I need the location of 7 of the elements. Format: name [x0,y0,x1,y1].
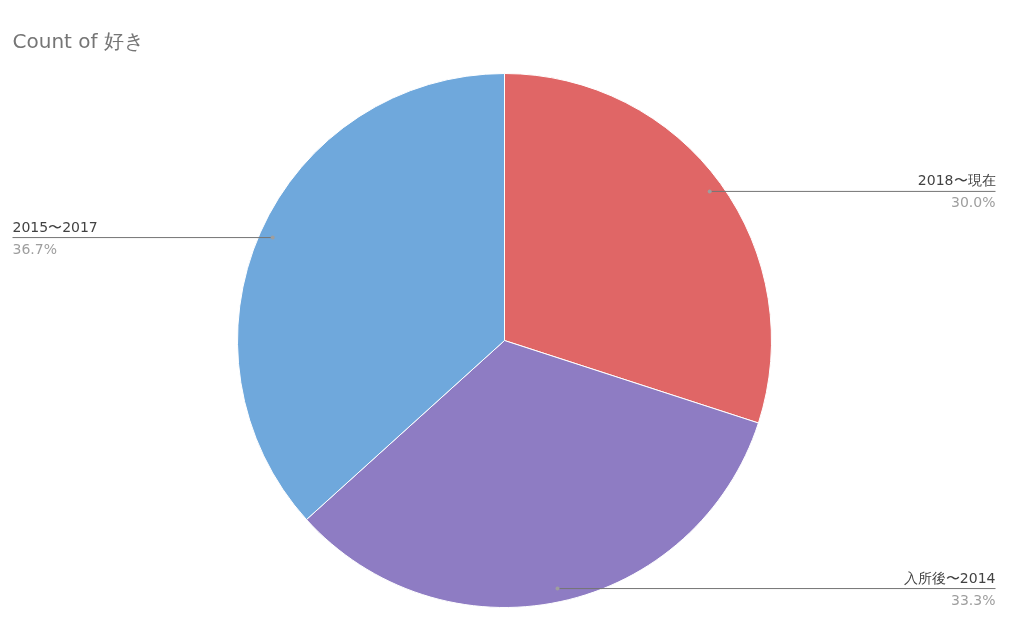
slice-label: 2015〜2017 [12,218,98,235]
slice-label: 入所後〜2014 [903,569,996,586]
slice-label: 2018〜現在 [917,172,996,189]
data-label: 30.0% [951,194,996,211]
chart-title: Count of 好き [12,28,144,53]
data-label: 36.7% [12,240,57,257]
data-label: 33.3% [951,591,996,608]
